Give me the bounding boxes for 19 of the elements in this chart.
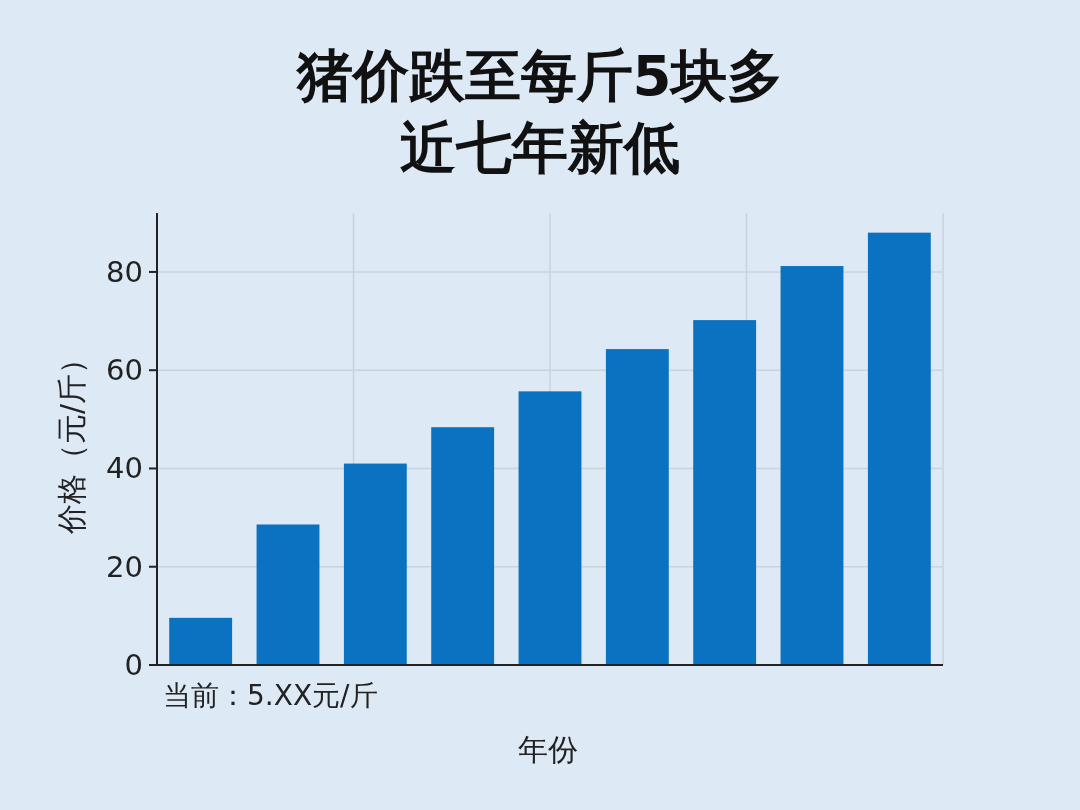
bar [256, 524, 320, 665]
y-tick-label: 0 [124, 648, 143, 682]
y-tick-label: 40 [106, 451, 143, 486]
y-tick-label: 60 [106, 353, 143, 388]
bar [431, 427, 495, 665]
bar [169, 617, 233, 665]
bar [867, 232, 931, 665]
text: 当前：5.XX元/斤 [163, 679, 378, 712]
bar [518, 391, 582, 665]
y-tick-label: 20 [106, 549, 143, 584]
bar [693, 320, 757, 665]
bar [343, 463, 407, 665]
chart-title: 猪价跌至每斤5块多 [294, 43, 784, 108]
bar [780, 266, 844, 665]
bar [605, 349, 669, 665]
y-axis-title: 价格（元/斤） [54, 343, 89, 536]
x-axis-title: 年份 [518, 732, 578, 767]
y-tick-label: 80 [106, 254, 143, 289]
chart-subtitle: 近七年新低 [400, 115, 680, 180]
